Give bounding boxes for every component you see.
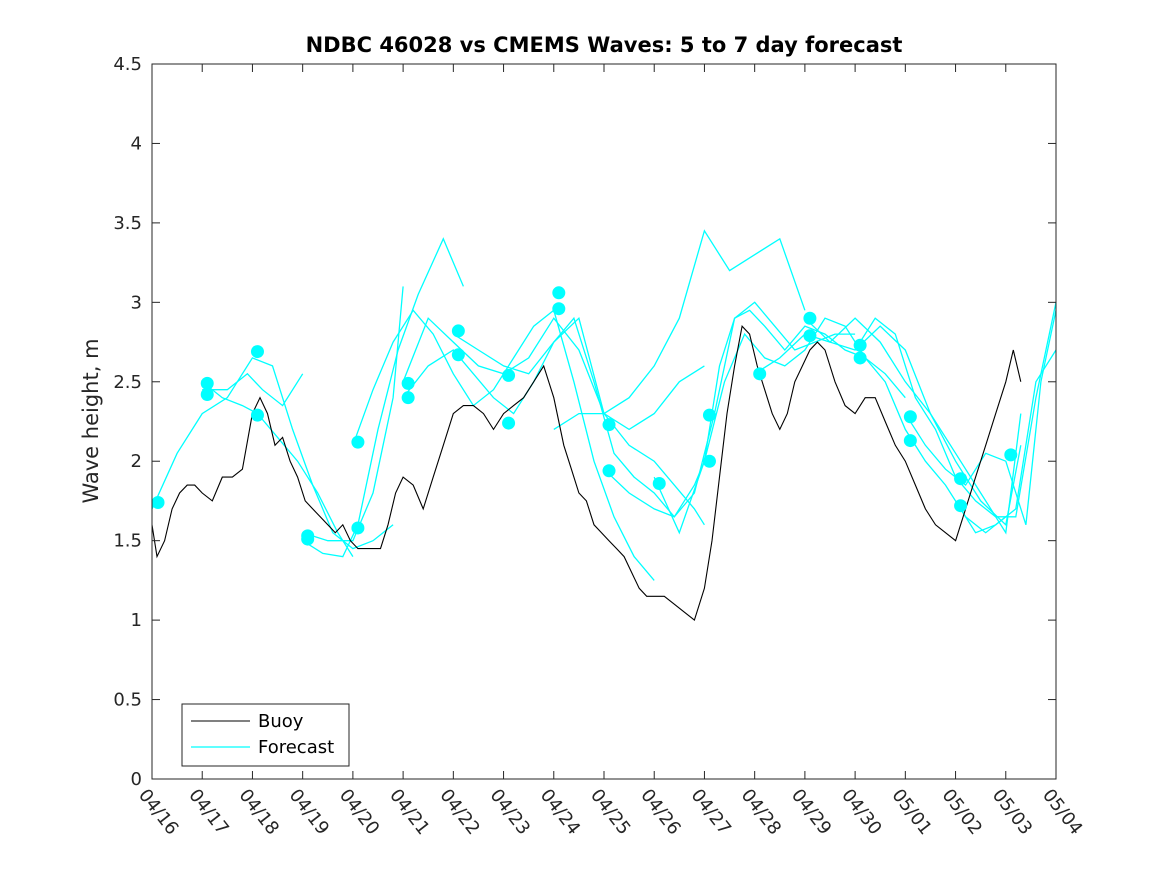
x-tick-label: 04/16 [134, 785, 182, 839]
forecast-line [854, 302, 1057, 518]
x-tick-label: 04/29 [787, 785, 835, 839]
x-tick-label: 04/24 [536, 785, 584, 839]
x-tick-label: 05/04 [1038, 785, 1086, 839]
forecast-start-point [1004, 448, 1018, 462]
y-tick-label: 3.5 [113, 213, 142, 234]
forecast-line [955, 349, 1057, 534]
forecast-start-point [401, 391, 415, 405]
plot-markers [151, 286, 1018, 546]
forecast-line [653, 309, 906, 535]
forecast-line [553, 229, 806, 430]
forecast-start-point [552, 286, 566, 300]
forecast-line [904, 310, 1057, 525]
x-tick-label: 04/25 [586, 785, 634, 839]
chart-title: NDBC 46028 vs CMEMS Waves: 5 to 7 day fo… [306, 33, 903, 57]
x-tick-label: 04/27 [687, 785, 735, 839]
forecast-line [202, 372, 304, 407]
buoy-line [151, 325, 1022, 622]
legend-box [181, 703, 350, 767]
forecast-start-point [954, 472, 968, 486]
x-tick-label: 04/19 [285, 785, 333, 839]
forecast-start-point [401, 376, 415, 390]
forecast-line [201, 381, 354, 557]
forecast-start-point [853, 351, 867, 365]
forecast-line [452, 316, 705, 431]
x-tick-label: 04/20 [335, 785, 383, 839]
legend-buoy-label: Buoy [258, 711, 304, 732]
forecast-start-point [853, 338, 867, 352]
forecast-start-point [250, 408, 264, 422]
forecast-start-point [803, 329, 817, 343]
y-tick-label: 2 [131, 451, 142, 472]
forecast-start-point [702, 408, 716, 422]
forecast-start-point [903, 434, 917, 448]
forecast-start-point [451, 324, 465, 338]
y-tick-label: 4 [131, 133, 142, 154]
y-tick-label: 2.5 [113, 372, 142, 393]
forecast-start-point [151, 496, 165, 510]
forecast-start-point [301, 532, 315, 546]
forecast-start-point [200, 376, 214, 390]
y-tick-label: 0.5 [113, 690, 142, 711]
forecast-start-point [903, 410, 917, 424]
y-tick-label: 0 [131, 769, 142, 790]
forecast-line [402, 317, 705, 526]
legend-forecast-label: Forecast [258, 737, 334, 758]
forecast-start-point [502, 368, 516, 382]
x-tick-label: 04/28 [737, 785, 785, 839]
y-axis-label: Wave height, m [79, 338, 103, 503]
forecast-start-point [351, 521, 365, 535]
x-tick-label: 05/03 [988, 785, 1036, 839]
forecast-start-point [250, 345, 264, 359]
x-tick-label: 05/01 [887, 785, 935, 839]
x-tick-label: 04/18 [235, 785, 283, 839]
forecast-start-point [652, 476, 666, 490]
forecast-line [804, 317, 1022, 527]
forecast-start-point [803, 311, 817, 325]
x-tick-label: 04/26 [636, 785, 684, 839]
y-tick-label: 1.5 [113, 531, 142, 552]
forecast-line [302, 286, 404, 542]
forecast-start-point [552, 302, 566, 316]
forecast-line [754, 317, 1022, 535]
x-tick-label: 04/21 [385, 785, 433, 839]
legend: Buoy Forecast [181, 703, 350, 767]
x-tick-label: 04/17 [184, 785, 232, 839]
forecast-line [302, 237, 464, 558]
x-tick-label: 04/23 [486, 785, 534, 839]
x-tick-label: 04/30 [837, 785, 885, 839]
forecast-start-point [451, 348, 465, 362]
forecast-start-point [753, 367, 767, 381]
x-tick-label: 04/22 [435, 785, 483, 839]
y-tick-label: 3 [131, 292, 142, 313]
forecast-start-point [602, 418, 616, 432]
forecast-start-point [351, 435, 365, 449]
y-tick-label: 4.5 [113, 54, 142, 75]
forecast-line [151, 357, 394, 550]
x-tick-label: 05/02 [938, 785, 986, 839]
forecast-start-point [954, 499, 968, 513]
forecast-start-point [702, 454, 716, 468]
forecast-start-point [200, 387, 214, 401]
forecast-start-point [502, 416, 516, 430]
forecast-start-point [602, 464, 616, 478]
y-tick-label: 1 [131, 610, 142, 631]
